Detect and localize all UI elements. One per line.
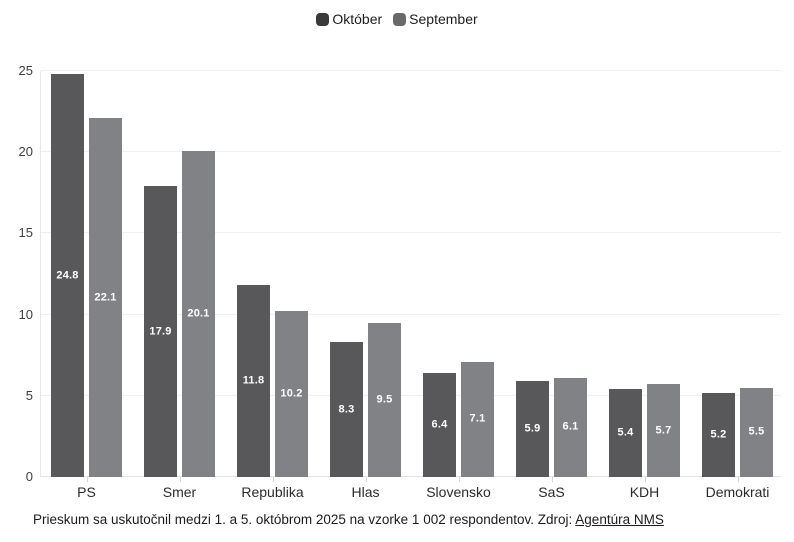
bar-value-label: 6.1 xyxy=(562,420,579,433)
bar-group: 6.4 7.1 xyxy=(423,71,494,477)
gridline xyxy=(41,394,781,396)
y-tick-label: 10 xyxy=(18,306,33,322)
bar-group: 11.8 10.2 xyxy=(237,71,308,477)
bar-október: 24.8 xyxy=(51,74,84,477)
bar-value-label: 10.2 xyxy=(280,387,303,400)
bar-group: 24.8 22.1 xyxy=(51,71,122,477)
y-tick-label: 15 xyxy=(18,225,33,241)
gridline xyxy=(41,70,781,71)
x-axis-label: KDH xyxy=(629,484,660,500)
bar-value-label: 5.5 xyxy=(748,425,765,438)
bar-september: 7.1 xyxy=(461,361,494,477)
bar-value-label: 20.1 xyxy=(187,307,210,320)
legend-marker-september-icon xyxy=(393,12,407,26)
footer-source-link[interactable]: Agentúra NMS xyxy=(575,512,664,527)
bar-október: 5.2 xyxy=(702,392,735,477)
footer-text: Prieskum sa uskutočnil medzi 1. a 5. okt… xyxy=(33,512,576,527)
x-axis-tick xyxy=(179,477,181,482)
x-axis-label: SaS xyxy=(538,484,565,500)
x-axis-label: Republika xyxy=(241,484,304,500)
footer-note: Prieskum sa uskutočnil medzi 1. a 5. okt… xyxy=(33,512,664,527)
legend-label-oktober: Október xyxy=(332,11,383,27)
bar-group: 5.2 5.5 xyxy=(702,71,773,477)
bar-value-label: 6.4 xyxy=(431,418,448,431)
plot-area: 24.8 22.1 PS 17.9 20.1 Smer 11.8 10.2 Republika 8… xyxy=(40,70,781,500)
legend-item-september[interactable]: September xyxy=(393,11,478,27)
x-axis-label: Hlas xyxy=(351,484,380,500)
x-axis-label: Smer xyxy=(162,484,197,500)
bar-október: 6.4 xyxy=(423,373,456,477)
y-tick-label: 20 xyxy=(18,144,33,160)
y-tick-label: 5 xyxy=(25,387,33,403)
gridline xyxy=(41,476,781,477)
bar-október: 8.3 xyxy=(330,342,363,477)
x-axis-tick xyxy=(551,477,553,482)
x-axis-tick xyxy=(272,477,274,482)
x-axis-tick xyxy=(737,477,739,482)
bar-value-label: 17.9 xyxy=(149,325,172,338)
bar-október: 5.9 xyxy=(516,381,549,477)
bar-value-label: 8.3 xyxy=(338,403,355,416)
bar-september: 5.7 xyxy=(647,384,680,477)
bar-value-label: 22.1 xyxy=(94,290,117,303)
bar-value-label: 5.2 xyxy=(710,428,727,441)
x-axis-label: Demokrati xyxy=(705,484,770,500)
bar-value-label: 11.8 xyxy=(242,374,265,387)
bar-group: 5.9 6.1 xyxy=(516,71,587,477)
bar-group: 5.4 5.7 xyxy=(609,71,680,477)
bar-september: 5.5 xyxy=(740,387,773,477)
x-axis-tick xyxy=(86,477,88,482)
bar-október: 5.4 xyxy=(609,389,642,477)
gridline xyxy=(41,151,781,153)
x-axis-label: Slovensko xyxy=(426,484,491,500)
x-axis-tick xyxy=(458,477,460,482)
legend-item-oktober[interactable]: Október xyxy=(316,11,382,27)
y-tick-label: 25 xyxy=(18,63,33,78)
bar-september: 9.5 xyxy=(368,322,401,477)
bar-september: 6.1 xyxy=(554,377,587,477)
bar-value-label: 9.5 xyxy=(376,393,393,406)
bar-group: 17.9 20.1 xyxy=(144,71,215,477)
legend: Október September xyxy=(0,11,794,27)
bar-value-label: 24.8 xyxy=(56,269,79,282)
bar-group: 8.3 9.5 xyxy=(330,71,401,477)
legend-marker-oktober-icon xyxy=(316,12,330,26)
y-tick-label: 0 xyxy=(25,469,33,484)
bar-október: 11.8 xyxy=(237,285,270,477)
bar-september: 20.1 xyxy=(182,150,215,477)
legend-label-september: September xyxy=(409,11,478,27)
x-axis-tick xyxy=(644,477,646,482)
bar-value-label: 5.9 xyxy=(524,422,541,435)
gridline xyxy=(41,313,781,315)
bar-value-label: 5.7 xyxy=(655,424,672,437)
x-axis-label: PS xyxy=(77,484,96,500)
bar-september: 22.1 xyxy=(89,118,122,477)
x-axis-tick xyxy=(365,477,367,482)
gridline xyxy=(41,232,781,234)
bar-október: 17.9 xyxy=(144,186,177,477)
bar-value-label: 5.4 xyxy=(617,426,634,439)
bar-september: 10.2 xyxy=(275,311,308,477)
bar-value-label: 7.1 xyxy=(469,412,486,425)
